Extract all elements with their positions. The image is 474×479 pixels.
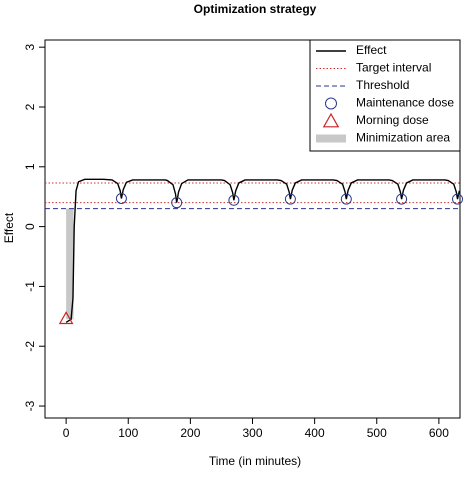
legend-label: Minimization area [356, 131, 450, 145]
legend-label: Effect [356, 43, 387, 57]
y-tick-label: -3 [23, 400, 37, 411]
legend-swatch [322, 112, 340, 128]
y-tick-label: 1 [23, 163, 37, 170]
legend-swatch [316, 134, 346, 143]
minimization-area [66, 208, 74, 320]
maintenance-dose [228, 194, 240, 206]
y-tick-label: 3 [23, 44, 37, 51]
x-tick-label: 500 [367, 426, 387, 440]
chart-title: Optimization strategy [194, 2, 317, 16]
legend-label: Morning dose [356, 113, 429, 127]
legend-label: Target interval [356, 61, 431, 75]
morning-dose [58, 311, 74, 325]
maintenance-dose [115, 192, 127, 204]
x-tick-label: 0 [63, 426, 70, 440]
y-tick-label: 0 [23, 223, 37, 230]
maintenance-dose [396, 193, 408, 205]
y-tick-label: -1 [23, 281, 37, 292]
x-tick-label: 400 [305, 426, 325, 440]
x-tick-label: 100 [118, 426, 138, 440]
maintenance-dose [452, 193, 464, 205]
x-tick-label: 300 [242, 426, 262, 440]
x-tick-label: 600 [429, 426, 449, 440]
effect-line [65, 178, 461, 323]
legend-label: Threshold [356, 78, 409, 92]
maintenance-dose [171, 197, 183, 209]
maintenance-dose [340, 193, 352, 205]
legend-label: Maintenance dose [356, 96, 454, 110]
y-tick-label: -2 [23, 341, 37, 352]
legend-swatch [325, 97, 337, 110]
maintenance-dose [284, 193, 296, 205]
y-tick-label: 2 [23, 103, 37, 110]
x-tick-label: 200 [180, 426, 200, 440]
y-axis-label: Effect [2, 212, 16, 243]
x-axis-label: Time (in minutes) [209, 454, 301, 468]
legend-box [309, 39, 461, 152]
